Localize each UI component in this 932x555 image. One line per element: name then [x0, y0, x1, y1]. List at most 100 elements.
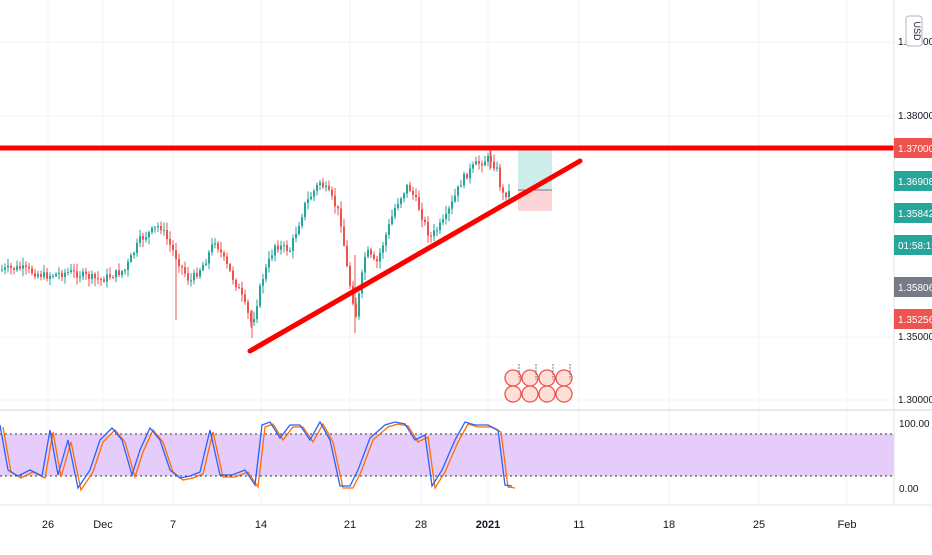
- candle: [4, 263, 6, 275]
- time-tick-label-1: Dec: [93, 519, 113, 531]
- currency-label[interactable]: USD: [905, 15, 923, 47]
- candle: [325, 181, 327, 192]
- profit-zone[interactable]: [518, 150, 552, 190]
- candle: [76, 263, 78, 285]
- candle: [466, 172, 468, 180]
- candle: [85, 267, 87, 280]
- candle: [223, 250, 225, 261]
- support-trendline[interactable]: [247, 158, 583, 354]
- candle: [220, 241, 222, 258]
- price-badge-2: 1.35842: [894, 203, 932, 223]
- candle: [52, 273, 54, 279]
- candle: [283, 241, 285, 253]
- candle: [217, 241, 219, 253]
- event-marker-2[interactable]: [538, 364, 556, 403]
- time-tick-label-0: 26: [42, 519, 54, 531]
- candle: [61, 269, 63, 281]
- event-marker-0[interactable]: [504, 364, 522, 403]
- candle: [409, 181, 411, 193]
- candle: [439, 218, 441, 234]
- candle: [328, 180, 330, 192]
- candle: [151, 226, 153, 235]
- candle: [334, 187, 336, 214]
- stochastic-k-line: [0, 420, 513, 490]
- candle: [49, 272, 51, 286]
- candle: [487, 152, 489, 167]
- candle: [349, 262, 351, 290]
- candle: [70, 263, 72, 274]
- candle: [493, 154, 495, 172]
- event-marker-1[interactable]: [521, 364, 539, 403]
- candle: [211, 238, 213, 256]
- candle: [457, 185, 459, 202]
- candle: [382, 241, 384, 259]
- candle: [250, 310, 252, 328]
- candle: [442, 214, 444, 226]
- candle: [154, 225, 156, 233]
- candle: [286, 240, 288, 256]
- candle: [502, 184, 504, 201]
- candle: [301, 213, 303, 229]
- candle: [73, 263, 75, 279]
- candle: [370, 247, 372, 258]
- candle: [277, 240, 279, 254]
- loss-zone[interactable]: [518, 190, 552, 211]
- price-pane[interactable]: [0, 0, 894, 505]
- candle: [163, 222, 165, 236]
- candle: [316, 182, 318, 196]
- time-tick-label-9: 25: [753, 519, 765, 531]
- candle: [400, 196, 402, 209]
- candle: [424, 216, 426, 226]
- candle: [262, 273, 264, 294]
- candle: [313, 188, 315, 202]
- candle: [16, 260, 18, 272]
- candle: [181, 264, 183, 275]
- candle: [388, 218, 390, 239]
- event-marker-3[interactable]: [555, 364, 573, 403]
- candle: [271, 249, 273, 262]
- event-markers[interactable]: [504, 364, 573, 403]
- candle: [310, 191, 312, 201]
- candle: [139, 229, 141, 248]
- candle: [22, 257, 24, 277]
- candle: [394, 204, 396, 220]
- candle: [118, 263, 120, 278]
- candle: [100, 277, 102, 286]
- candle: [193, 269, 195, 285]
- time-tick-label-2: 7: [170, 519, 176, 531]
- candle: [103, 276, 105, 283]
- candle: [196, 267, 198, 279]
- candle: [112, 275, 114, 279]
- candle: [322, 178, 324, 189]
- candle: [142, 232, 144, 248]
- stoch-tick-label-0: 100.00: [899, 419, 930, 430]
- candle: [343, 219, 345, 247]
- time-tick-label-10: Feb: [838, 519, 857, 531]
- candle: [25, 261, 27, 275]
- candle: [82, 268, 84, 281]
- price-grid: [0, 0, 894, 505]
- candle: [295, 226, 297, 243]
- candle: [145, 231, 147, 243]
- candle: [331, 186, 333, 200]
- candle: [451, 195, 453, 215]
- stochastic-pane[interactable]: [0, 420, 894, 492]
- candle: [37, 270, 39, 279]
- candle: [31, 265, 33, 276]
- candle: [178, 253, 180, 273]
- candle: [448, 205, 450, 222]
- candle: [106, 268, 108, 288]
- candle: [160, 221, 162, 235]
- candle: [346, 240, 348, 268]
- stochastic-d-line: [2, 422, 516, 492]
- candle: [337, 205, 339, 216]
- time-axis[interactable]: 26 Dec 7 14 21 28 2021 11 18 25 Feb: [0, 504, 932, 531]
- candle: [418, 190, 420, 211]
- price-badge-5: 1.35256: [894, 309, 932, 329]
- candle: [421, 202, 423, 228]
- candle: [292, 234, 294, 259]
- candle: [130, 252, 132, 263]
- candle: [496, 161, 498, 172]
